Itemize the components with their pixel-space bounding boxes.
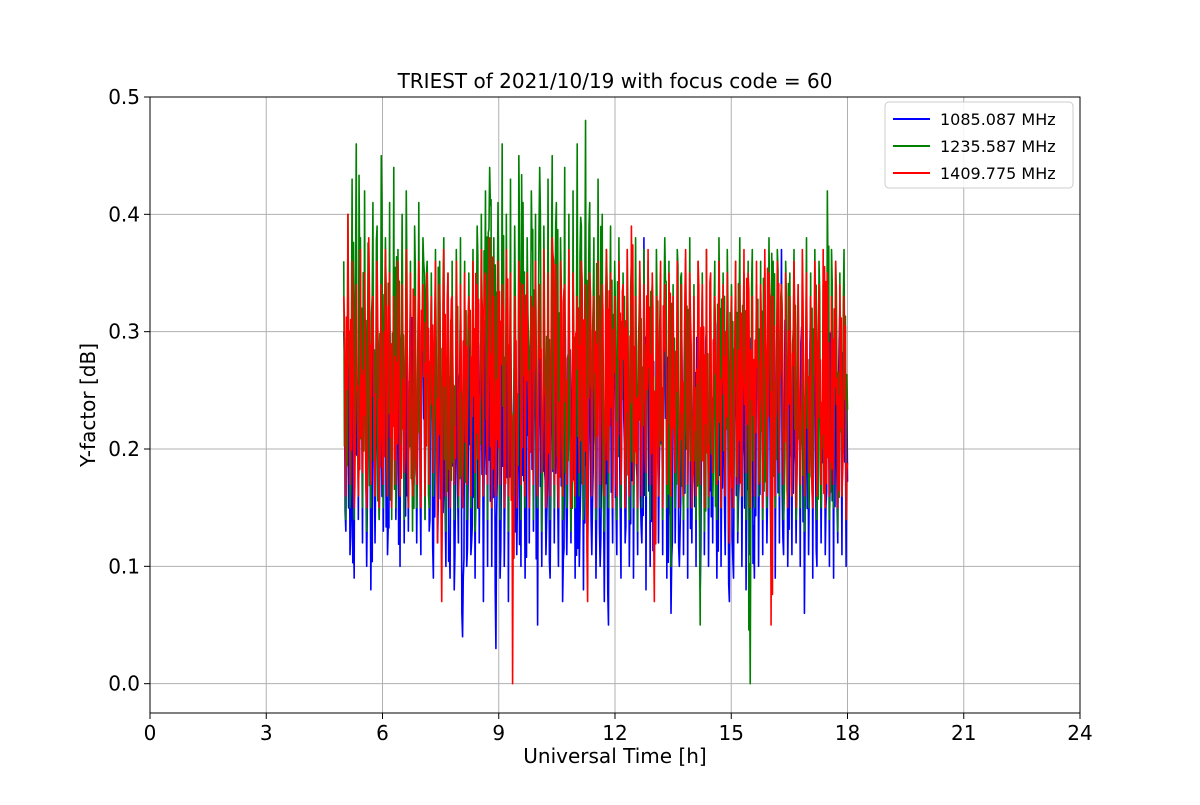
- legend-items: 1085.087 MHz 1235.587 MHz 1409.775 MHz: [893, 110, 1056, 183]
- y-tick-label: 0.0: [108, 672, 140, 696]
- x-tick-label: 18: [835, 721, 860, 745]
- y-tick-label: 0.2: [108, 437, 140, 461]
- legend-label-1235-587-mhz: 1235.587 MHz: [940, 137, 1056, 156]
- legend-box: [884, 101, 1074, 189]
- y-tick-label: 0.4: [108, 202, 140, 226]
- plot-area: [342, 119, 849, 685]
- legend-label-1409-775-mhz: 1409.775 MHz: [940, 164, 1056, 183]
- x-tick-label: 15: [719, 721, 744, 745]
- x-tick-label: 24: [1067, 721, 1092, 745]
- y-axis-label: Y-factor [dB]: [76, 343, 100, 468]
- series-line-1409-775-mhz: [342, 213, 849, 685]
- x-tick-label: 6: [376, 721, 389, 745]
- x-tick-label: 0: [144, 721, 157, 745]
- y-tick-label: 0.5: [108, 85, 140, 109]
- x-tick-label: 3: [260, 721, 273, 745]
- legend-label-1085-087-mhz: 1085.087 MHz: [940, 110, 1056, 129]
- x-axis-label: Universal Time [h]: [523, 744, 706, 768]
- x-tick-label: 9: [492, 721, 505, 745]
- x-tick-label: 12: [602, 721, 627, 745]
- legend: 1085.087 MHz 1235.587 MHz 1409.775 MHz: [884, 101, 1074, 189]
- y-tick-label: 0.1: [108, 554, 140, 578]
- y-tick-label: 0.3: [108, 320, 140, 344]
- ticks-layer: 0 3 6 9 12 15 18 21 24 0.0 0.1 0.2 0.3 0.4 0.5: [108, 85, 1093, 745]
- x-tick-label: 21: [951, 721, 976, 745]
- chart-title: TRIEST of 2021/10/19 with focus code = 6…: [397, 69, 833, 93]
